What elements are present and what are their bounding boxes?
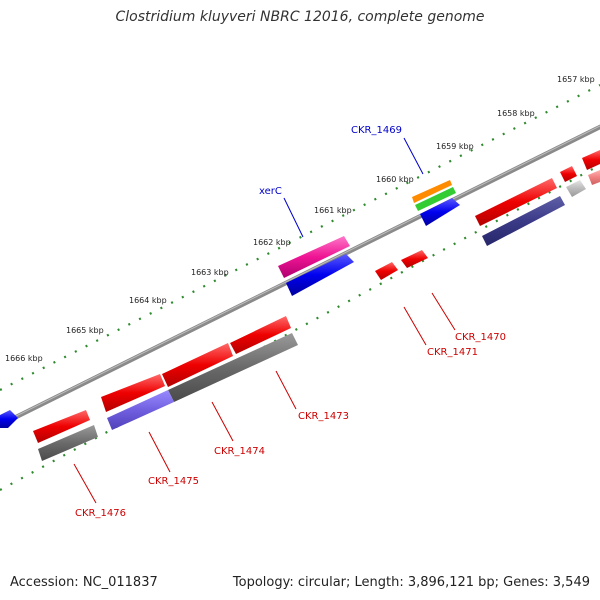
genome-summary-text: Topology: circular; Length: 3,896,121 bp… <box>232 575 590 590</box>
gene-arrow-orange <box>412 180 452 203</box>
tick-label-1658: 1658 kbp <box>497 109 535 118</box>
gene-arrow-ckr-1469 <box>420 198 460 226</box>
gene-arrow-red-far <box>582 150 600 170</box>
backbone-line <box>0 124 600 428</box>
gene-label-ckr-1469[interactable]: CKR_1469 <box>351 125 402 136</box>
tick-label-1665: 1665 kbp <box>66 326 104 335</box>
gene-arrow-ckr-1476-top <box>33 410 90 443</box>
gene-label-ckr-1471[interactable]: CKR_1471 <box>427 347 478 358</box>
gene-arrow-gray-mid <box>168 333 298 402</box>
gene-arrow-lightgray <box>566 180 586 197</box>
gene-arrow-lavender <box>107 390 174 430</box>
tick-label-1660: 1660 kbp <box>376 175 414 184</box>
gene-arrow-ckr-1474-top <box>162 343 233 387</box>
gene-label-ckr-1476[interactable]: CKR_1476 <box>75 508 126 519</box>
tick-label-1666: 1666 kbp <box>5 354 43 363</box>
gene-label-ckr-1475[interactable]: CKR_1475 <box>148 476 199 487</box>
gene-arrow-red-small-a <box>560 166 577 182</box>
gene-arrow-ckr-1470 <box>401 250 428 268</box>
gene-label-xerc[interactable]: xerC <box>259 186 282 197</box>
gene-arrow-pink <box>278 236 350 278</box>
gene-arrow-navy <box>482 196 565 246</box>
tick-labels: 1657 kbp 1658 kbp 1659 kbp 1660 kbp 1661… <box>5 75 595 363</box>
gene-arrow-ckr-1475-top <box>101 374 165 412</box>
gene-arrow-green <box>415 187 456 211</box>
leader-lines <box>73 137 456 504</box>
gene-label-ckr-1470[interactable]: CKR_1470 <box>455 332 506 343</box>
gene-label-ckr-1473[interactable]: CKR_1473 <box>298 411 349 422</box>
gene-arrow-gray-left <box>38 425 98 461</box>
lower-genes <box>0 250 428 461</box>
accession-text: Accession: NC_011837 <box>10 575 158 590</box>
tick-label-1661: 1661 kbp <box>314 206 352 215</box>
tick-label-1659: 1659 kbp <box>436 142 474 151</box>
tick-row-upper <box>0 84 600 391</box>
gene-label-ckr-1474[interactable]: CKR_1474 <box>214 446 265 457</box>
tick-label-1657: 1657 kbp <box>557 75 595 84</box>
gene-arrow-red-upper <box>475 178 557 226</box>
gene-arrow-blue-edge <box>0 410 18 428</box>
tick-label-1663: 1663 kbp <box>191 268 229 277</box>
gene-arrow-ckr-1471 <box>375 262 398 280</box>
gene-arrow-palered <box>588 170 600 185</box>
gene-arrow-xerc <box>286 254 354 296</box>
tick-label-1662: 1662 kbp <box>253 238 291 247</box>
upper-genes <box>278 150 600 296</box>
tick-label-1664: 1664 kbp <box>129 296 167 305</box>
map-title: Clostridium kluyveri NBRC 12016, complet… <box>115 9 485 25</box>
gene-arrow-ckr-1473-top <box>230 316 291 354</box>
